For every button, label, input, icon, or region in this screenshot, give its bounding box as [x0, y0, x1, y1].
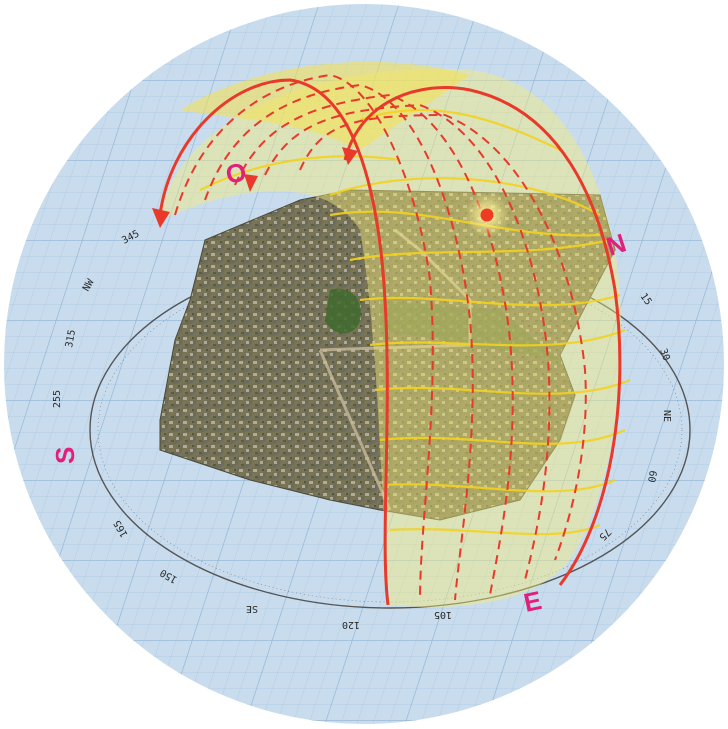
compass-label-30: 30 [657, 347, 671, 362]
arrow-icon [342, 147, 358, 165]
cardinal-south: S [50, 447, 80, 464]
compass-label-105: 105 [434, 609, 452, 620]
sun-icon [480, 208, 494, 222]
compass-label-120: 120 [342, 619, 360, 630]
compass-ticks [97, 257, 683, 603]
cardinal-east: E [521, 585, 544, 618]
arrow-icon [152, 208, 170, 228]
direction-arrows [152, 147, 358, 228]
sun-dome [160, 61, 622, 608]
compass-label-60: 60 [645, 469, 658, 483]
compass-label-ne: NE [661, 410, 672, 422]
arrow-icon [244, 174, 258, 192]
winter-solstice-path [158, 78, 390, 606]
compass-label-255: 255 [52, 390, 63, 408]
compass-label-se: SE [246, 603, 258, 614]
compass-label-315: 315 [64, 329, 78, 349]
sun-marker [465, 193, 509, 237]
summer-solstice-path [343, 86, 622, 586]
sun-paths [158, 78, 622, 606]
